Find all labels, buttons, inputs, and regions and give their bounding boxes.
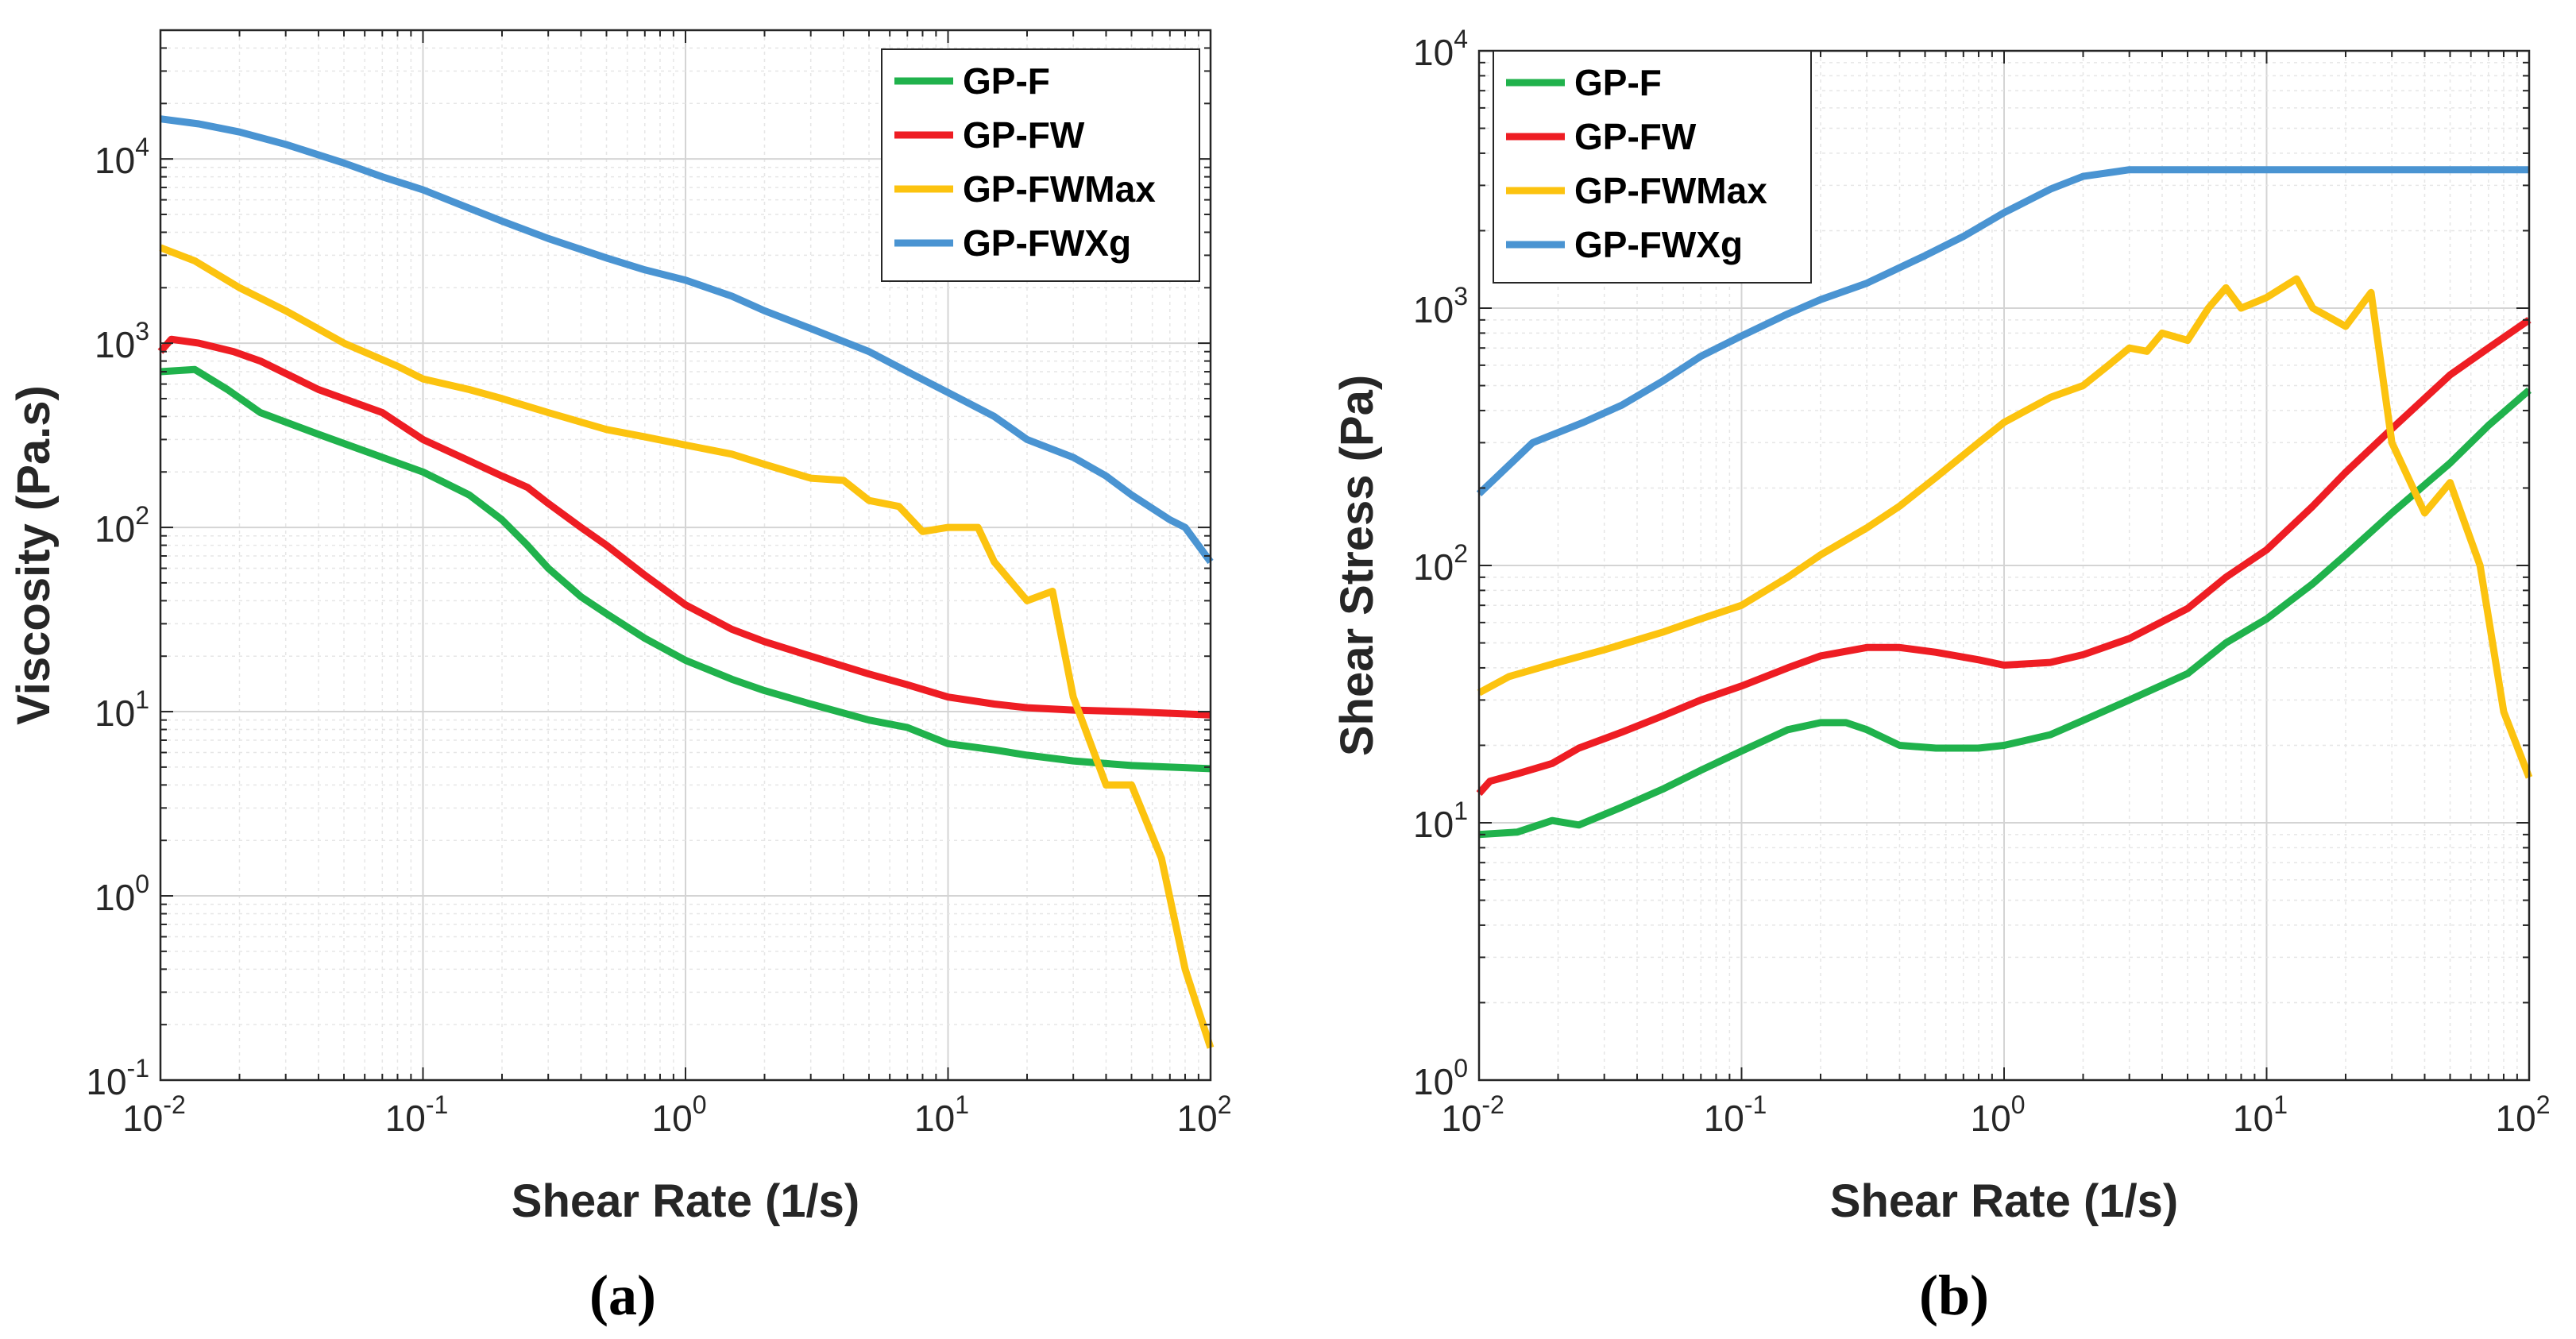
- panel-b-y-axis-label: Shear Stress (Pa): [1331, 375, 1383, 756]
- series-line-gp-fwxg: [1476, 166, 2529, 496]
- series-line-gp-fwmax: [1477, 275, 2533, 779]
- panel-a-ticks: [160, 29, 1211, 1081]
- x-tick-label: 10-2: [122, 1090, 186, 1139]
- x-tick-label: 101: [2233, 1090, 2288, 1139]
- panel-a-label: (a): [589, 1264, 656, 1327]
- panel-a-legend: GP-F GP-FW GP-FWMax GP-FWXg: [881, 48, 1200, 282]
- x-tick-label: 100: [652, 1090, 707, 1139]
- legend-label-gp-fwmax: GP-FWMax: [963, 168, 1156, 210]
- y-tick-label: 103: [95, 317, 149, 365]
- series-line-gp-f: [160, 365, 1211, 773]
- legend-label-gp-f: GP-F: [963, 60, 1050, 102]
- y-tick-label: 104: [1413, 25, 1468, 73]
- series-line-gp-fwmax: [159, 244, 1215, 1049]
- panel-b-y-tick-labels: 100 101 102 103 104: [1413, 25, 1468, 1102]
- series-line-gp-fwxg: [160, 115, 1214, 565]
- y-tick-label: 100: [1413, 1054, 1468, 1102]
- y-tick-label: 101: [95, 685, 149, 734]
- y-tick-label: 103: [1413, 282, 1468, 330]
- y-tick-label: 102: [1413, 539, 1468, 588]
- x-tick-label: 102: [1177, 1090, 1232, 1139]
- panel-b-x-tick-labels: 10-2 10-1 100 101 102: [1441, 1090, 2550, 1139]
- x-tick-label: 102: [2496, 1090, 2551, 1139]
- y-tick-label: 102: [95, 501, 149, 550]
- legend-label-gp-f: GP-F: [1574, 62, 1662, 103]
- panel-a-x-axis-label: Shear Rate (1/s): [512, 1175, 859, 1227]
- panel-b-chart: 10-2 10-1 100 101 102 100 101 102 103 104 Shear …: [1331, 25, 2550, 1327]
- panel-a-y-axis-label: Viscosity (Pa.s): [8, 385, 60, 725]
- legend-label-gp-fwxg: GP-FWXg: [1574, 224, 1743, 265]
- y-tick-label: 10-1: [86, 1054, 149, 1102]
- legend-label-gp-fw: GP-FW: [1574, 116, 1697, 157]
- y-tick-label: 100: [95, 870, 149, 918]
- legend-label-gp-fwxg: GP-FWXg: [963, 222, 1131, 264]
- panel-b-x-axis-label: Shear Rate (1/s): [1830, 1175, 2178, 1227]
- x-tick-label: 100: [1971, 1090, 2026, 1139]
- y-tick-label: 101: [1413, 797, 1468, 845]
- series-line-gp-f: [1478, 387, 2532, 839]
- legend-label-gp-fwmax: GP-FWMax: [1574, 170, 1767, 211]
- y-tick-label: 104: [95, 133, 149, 181]
- x-tick-label: 101: [914, 1090, 969, 1139]
- x-tick-label: 10-1: [385, 1090, 449, 1139]
- series-line-gp-fw: [157, 335, 1211, 719]
- panel-a-y-tick-labels: 10-1 100 101 102 103 104: [86, 133, 149, 1102]
- x-tick-label: 10-1: [1704, 1090, 1767, 1139]
- panel-b-gridlines: [1478, 50, 2530, 1081]
- series-line-gp-fw: [1476, 317, 2532, 797]
- panel-b-label: (b): [1919, 1264, 1989, 1327]
- x-tick-label: 10-2: [1441, 1090, 1504, 1139]
- panel-b-legend: GP-F GP-FW GP-FWMax GP-FWXg: [1493, 50, 1812, 284]
- legend-label-gp-fw: GP-FW: [963, 114, 1085, 156]
- panel-a-x-tick-labels: 10-2 10-1 100 101 102: [122, 1090, 1231, 1139]
- panel-b-series-lines: [1476, 166, 2533, 839]
- panel-a-series-lines: [157, 115, 1215, 1049]
